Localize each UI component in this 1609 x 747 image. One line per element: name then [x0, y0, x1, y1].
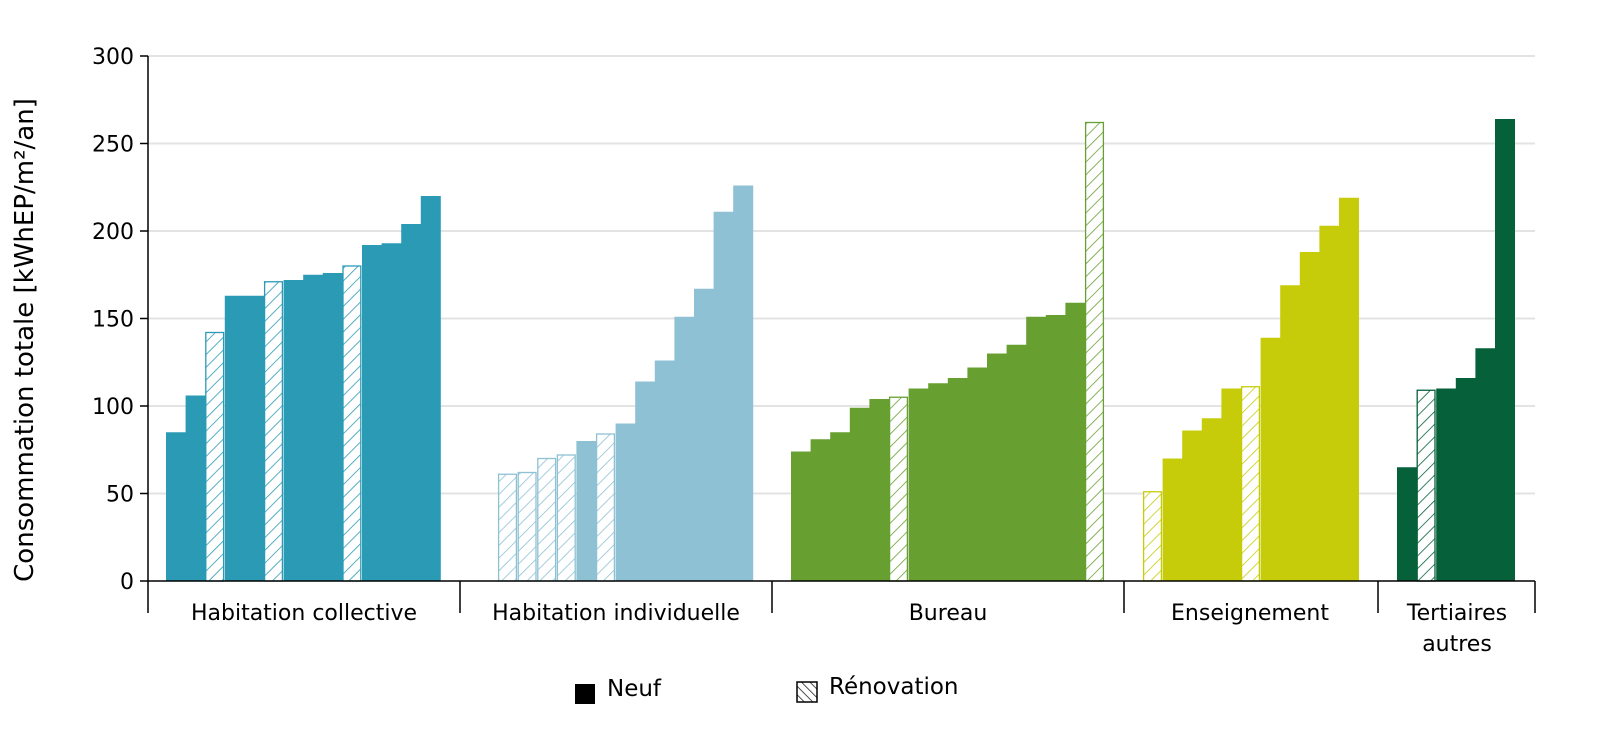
y-tick-label: 100 — [92, 395, 134, 420]
bar-neuf — [1182, 430, 1203, 581]
bar-neuf — [303, 274, 324, 581]
bar-neuf — [1455, 378, 1476, 581]
bar-neuf — [322, 273, 343, 581]
bar-neuf — [1026, 316, 1047, 581]
bar-renovation — [1084, 121, 1105, 582]
bar-neuf — [1065, 302, 1086, 581]
bar-neuf — [1436, 388, 1457, 581]
y-tick-label: 150 — [92, 308, 134, 333]
axes: 0 50 100 150 200 250 300 Habitation collective H… — [92, 45, 1536, 657]
bar-renovation — [537, 457, 557, 582]
bar-renovation — [595, 433, 616, 582]
bar-renovation — [205, 331, 225, 582]
bar-neuf — [224, 295, 245, 581]
bar-neuf — [166, 432, 186, 581]
bar-renovation — [517, 471, 537, 582]
bar-renovation — [1240, 386, 1261, 582]
bar-neuf — [283, 280, 304, 581]
bar-neuf — [947, 378, 968, 581]
category-label: Bureau — [909, 601, 988, 626]
bar-neuf — [1045, 315, 1066, 581]
bar-neuf — [1201, 418, 1222, 581]
legend-swatch-solid — [575, 684, 595, 704]
bar-neuf — [830, 432, 851, 581]
bar-neuf — [615, 423, 636, 581]
bar-neuf — [1162, 458, 1183, 581]
y-axis-label: Consommation totale [kWhEP/m²/an] — [10, 98, 40, 582]
bar-neuf — [576, 441, 597, 581]
bar-renovation — [497, 473, 518, 582]
category-label: Enseignement — [1171, 601, 1329, 626]
legend: Neuf Rénovation — [575, 674, 959, 704]
bars — [166, 119, 1515, 582]
legend-label: Rénovation — [829, 674, 959, 700]
bar-neuf — [869, 399, 890, 581]
bar-neuf — [733, 185, 754, 581]
bar-neuf — [1397, 467, 1417, 581]
bar-neuf — [1006, 344, 1027, 581]
bar-neuf — [381, 243, 402, 581]
bar-neuf — [244, 295, 265, 581]
bar-neuf — [1280, 285, 1301, 581]
bar-renovation — [1416, 389, 1436, 582]
bar-renovation — [342, 265, 362, 582]
bar-neuf — [713, 211, 734, 581]
legend-label: Neuf — [607, 676, 662, 702]
y-tick-label: 0 — [120, 570, 134, 595]
category-label: Habitation collective — [191, 601, 417, 626]
bar-neuf — [635, 381, 656, 581]
bar-neuf — [185, 395, 206, 581]
bar-neuf — [1221, 388, 1242, 581]
y-tick-label: 300 — [92, 45, 134, 70]
bar-neuf — [674, 316, 695, 581]
bar-neuf — [1339, 197, 1359, 581]
category-label: Tertiaires autres — [1406, 601, 1507, 657]
bar-neuf — [849, 407, 870, 581]
y-tick-label: 200 — [92, 220, 134, 245]
bar-neuf — [1260, 337, 1281, 581]
bar-neuf — [987, 353, 1007, 581]
bar-neuf — [967, 367, 988, 581]
bar-neuf — [401, 224, 422, 581]
y-tick-label: 50 — [106, 483, 134, 508]
bar-neuf — [362, 245, 382, 581]
bar-renovation — [263, 281, 284, 582]
bar-neuf — [654, 360, 675, 581]
bar-neuf — [694, 288, 714, 581]
legend-swatch-hatched — [796, 681, 818, 703]
bar-neuf — [908, 388, 929, 581]
bar-neuf — [1475, 348, 1496, 581]
bar-renovation — [556, 454, 576, 582]
bar-neuf — [791, 451, 811, 581]
bar-neuf — [1319, 225, 1340, 581]
category-label: Habitation individuelle — [492, 601, 740, 626]
bar-renovation — [888, 396, 909, 582]
bar-renovation — [1142, 491, 1163, 582]
bar-neuf — [1299, 252, 1320, 581]
bar-neuf — [810, 439, 831, 581]
y-tick-label: 250 — [92, 133, 134, 158]
bar-neuf — [1495, 119, 1515, 581]
bar-neuf — [928, 383, 949, 581]
bar-neuf — [420, 196, 441, 581]
